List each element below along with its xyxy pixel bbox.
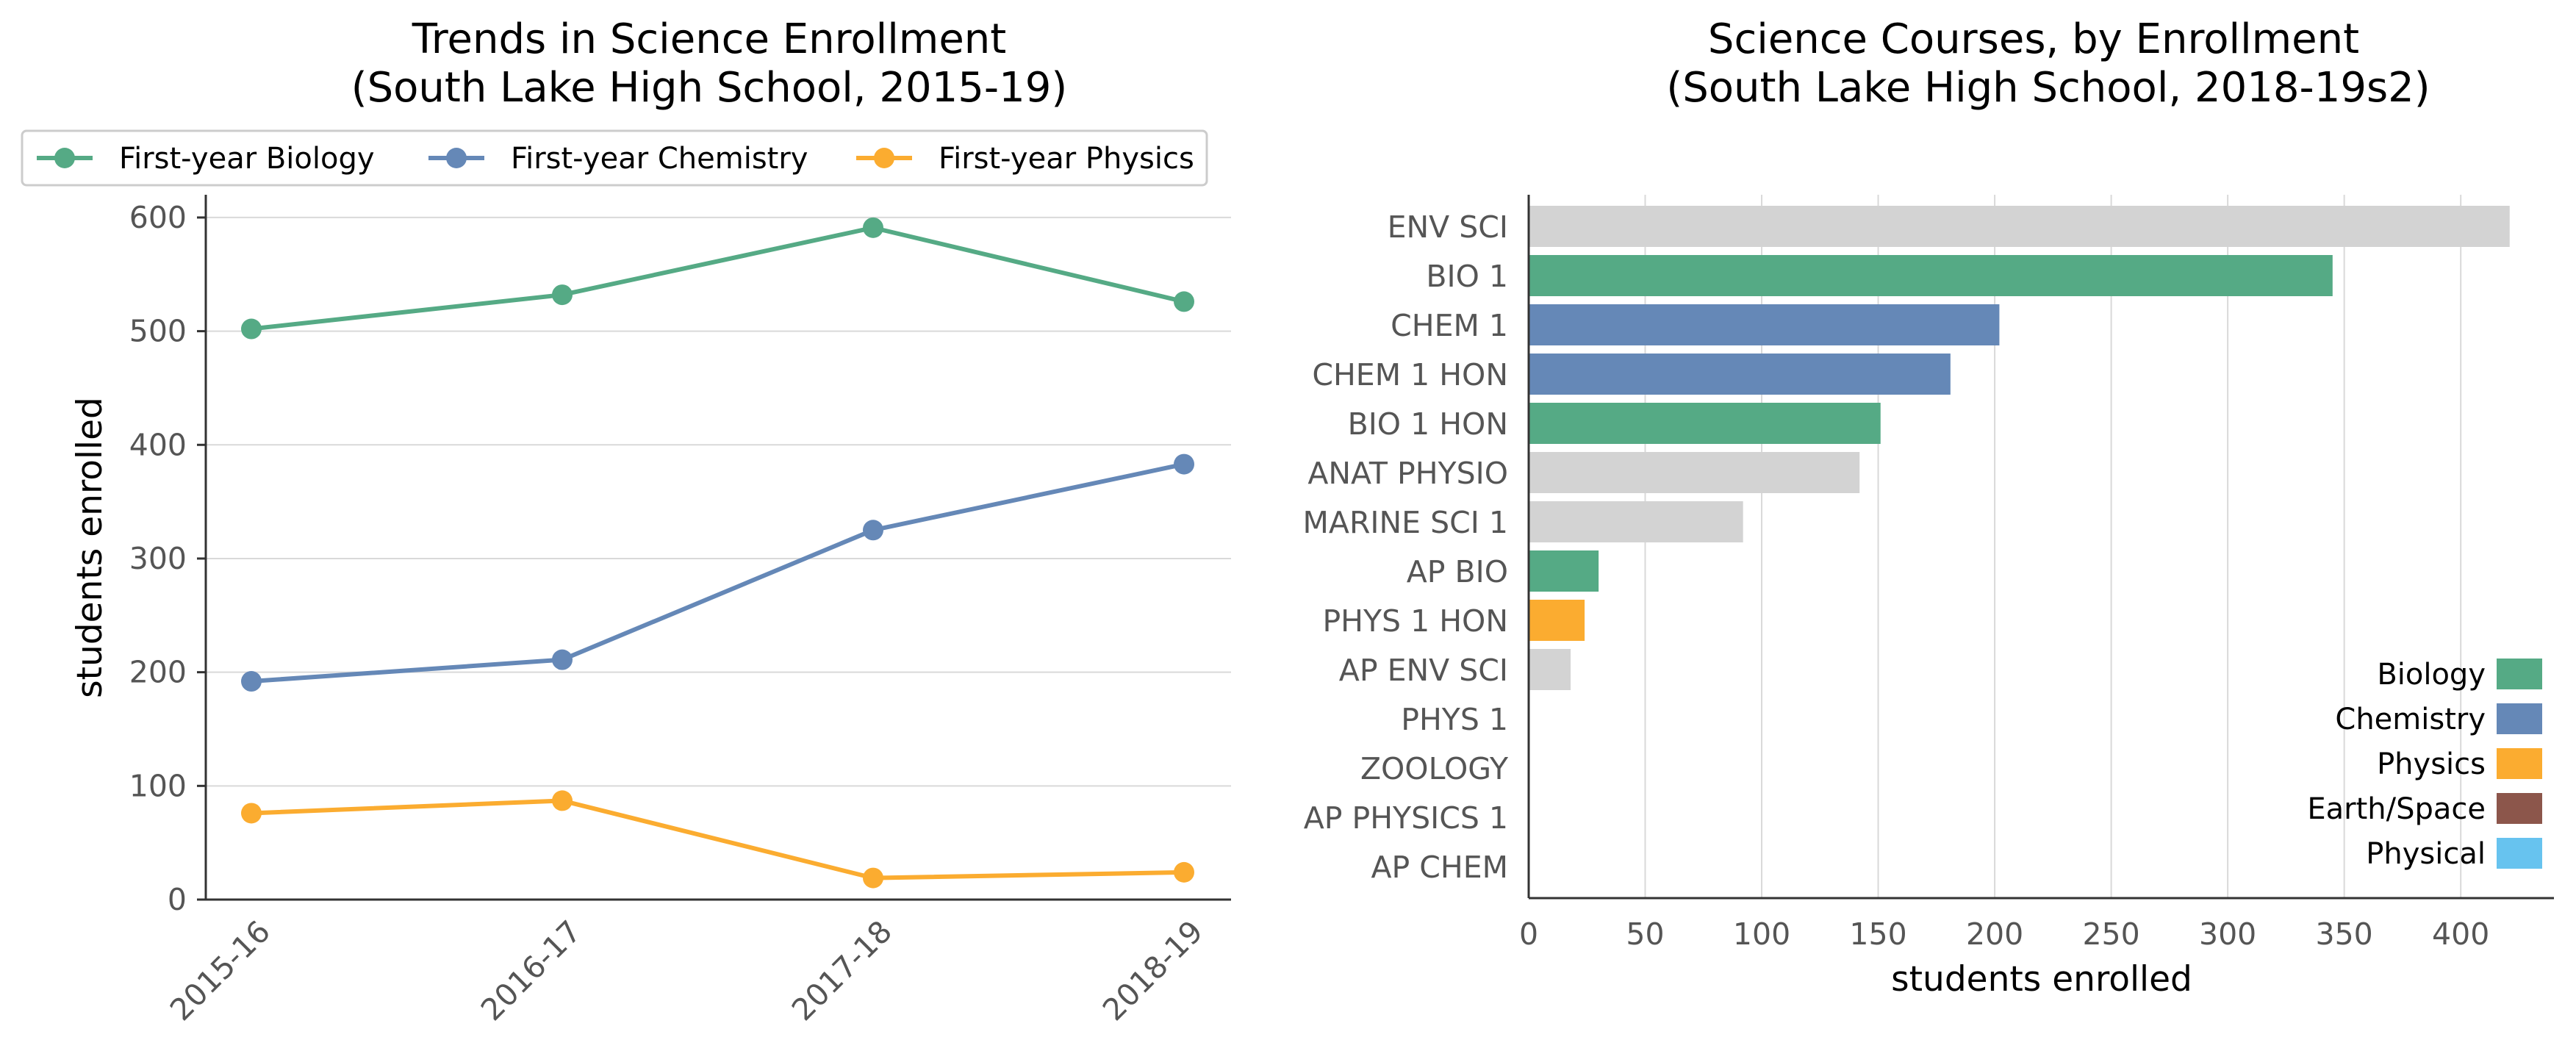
bar-chart-x-tick-label: 300 xyxy=(2199,916,2256,952)
bar-chart-legend-label: Biology xyxy=(2377,658,2486,692)
line-chart-x-ticks: 2015-16 2016-17 2017-18 2018-19 xyxy=(163,914,1210,1027)
bar-chart-bar xyxy=(1529,354,1951,395)
bar-chart-bar xyxy=(1529,403,1881,444)
bar-chart-category-label: BIO 1 HON xyxy=(1348,406,1508,442)
line-chart-data-point xyxy=(863,217,883,238)
bar-chart-legend-label: Physics xyxy=(2377,747,2486,781)
line-chart-y-tick-label: 200 xyxy=(129,655,187,690)
bar-chart-bars xyxy=(1529,206,2510,690)
line-chart-y-axis-label: students enrolled xyxy=(70,397,110,698)
bar-chart-bar xyxy=(1529,304,2000,345)
bar-chart-x-tick-label: 50 xyxy=(1626,916,1664,952)
line-chart-data-point xyxy=(1174,861,1194,883)
line-chart-y-ticks: 0 100 200 300 400 500 600 xyxy=(129,200,206,917)
line-chart-title-line2: (South Lake High School, 2015-19) xyxy=(351,64,1067,112)
bar-chart-x-tick-label: 350 xyxy=(2316,916,2373,952)
line-chart-data-point xyxy=(552,284,573,306)
bar-chart-title-line1: Science Courses, by Enrollment xyxy=(1708,15,2359,63)
line-chart-data-point xyxy=(241,318,262,340)
bar-chart-x-tick-label: 200 xyxy=(1966,916,2023,952)
line-chart-data-point xyxy=(241,671,262,692)
bar-chart-bar xyxy=(1529,501,1743,542)
line-chart-data-point xyxy=(1174,291,1194,312)
bar-chart-bar xyxy=(1529,206,2510,247)
bar-chart-category-label: ZOOLOGY xyxy=(1360,751,1509,786)
bar-chart-x-tick-label: 400 xyxy=(2432,916,2489,952)
line-chart-data-point xyxy=(552,790,573,811)
line-chart-gridlines xyxy=(206,216,1231,787)
bar-chart: Science Courses, by Enrollment (South La… xyxy=(1303,15,2554,1000)
bar-chart-bar xyxy=(1529,600,1585,641)
bar-chart-category-label: AP PHYSICS 1 xyxy=(1304,800,1508,836)
bar-chart-category-label: AP CHEM xyxy=(1371,850,1508,885)
bar-chart-x-axis-label: students enrolled xyxy=(1891,959,2192,1000)
line-chart-x-tick-label: 2017-18 xyxy=(785,914,899,1027)
bar-chart-legend: Biology Chemistry Physics Earth/Space Physic… xyxy=(2307,658,2542,871)
line-chart-legend-label: First-year Chemistry xyxy=(511,142,808,176)
bar-chart-bar xyxy=(1529,649,1571,690)
bar-chart-bar xyxy=(1529,255,2333,296)
bar-chart-x-tick-label: 150 xyxy=(1849,916,1906,952)
line-chart-data-point xyxy=(863,520,883,541)
line-chart-x-tick-label: 2016-17 xyxy=(474,914,588,1027)
bar-chart-category-labels: ENV SCI BIO 1 CHEM 1 CHEM 1 HON BIO 1 HON ANA… xyxy=(1303,209,1509,885)
bar-chart-category-label: AP ENV SCI xyxy=(1339,653,1508,688)
line-chart-series-line xyxy=(251,462,1185,684)
line-chart-y-tick-label: 500 xyxy=(129,314,187,349)
bar-chart-category-label: PHYS 1 xyxy=(1401,702,1508,737)
bar-chart-category-label: ANAT PHYSIO xyxy=(1307,456,1508,491)
line-chart-series-line xyxy=(251,225,1185,331)
line-chart-legend-swatch-marker xyxy=(54,148,75,168)
bar-chart-legend-label: Earth/Space xyxy=(2307,792,2486,826)
line-chart-legend-swatch-marker xyxy=(874,148,894,168)
bar-chart-bar xyxy=(1529,452,1860,493)
line-chart-y-tick-label: 400 xyxy=(129,427,187,462)
bar-chart-x-tick-label: 250 xyxy=(2082,916,2139,952)
bar-chart-legend-swatch xyxy=(2497,748,2542,779)
line-chart-legend-label: First-year Biology xyxy=(119,142,375,176)
line-chart-data-point xyxy=(552,649,573,670)
line-chart-legend-label: First-year Physics xyxy=(939,142,1194,176)
bar-chart-category-label: ENV SCI xyxy=(1388,209,1508,245)
line-chart: Trends in Science Enrollment (South Lake… xyxy=(21,15,1231,1027)
line-chart-data-point xyxy=(863,867,883,889)
bar-chart-title-line2: (South Lake High School, 2018-19s2) xyxy=(1666,64,2430,112)
line-chart-series xyxy=(241,217,1194,889)
bar-chart-legend-swatch xyxy=(2497,838,2542,869)
bar-chart-category-label: PHYS 1 HON xyxy=(1322,603,1508,639)
bar-chart-legend-swatch xyxy=(2497,793,2542,824)
line-chart-series-line xyxy=(251,798,1185,880)
bar-chart-x-ticks: 0 50 100 150 200 250 300 350 400 xyxy=(1519,916,2489,952)
line-chart-legend: First-year Biology First-year Chemistry Fi… xyxy=(21,129,1208,187)
bar-chart-bar xyxy=(1529,550,1599,592)
bar-chart-category-label: CHEM 1 xyxy=(1391,308,1508,343)
bar-chart-category-label: BIO 1 xyxy=(1426,259,1508,294)
line-chart-legend-frame xyxy=(21,129,1208,187)
bar-chart-category-label: CHEM 1 HON xyxy=(1312,357,1508,392)
bar-chart-category-label: MARINE SCI 1 xyxy=(1303,505,1508,540)
line-chart-y-tick-label: 0 xyxy=(168,882,187,917)
line-chart-title-line1: Trends in Science Enrollment xyxy=(412,15,1006,63)
bar-chart-category-label: AP BIO xyxy=(1407,554,1508,589)
bar-chart-legend-label: Physical xyxy=(2366,837,2486,871)
line-chart-y-tick-label: 300 xyxy=(129,541,187,576)
line-chart-x-tick-label: 2018-19 xyxy=(1096,914,1210,1027)
line-chart-data-point xyxy=(241,803,262,824)
line-chart-y-tick-label: 600 xyxy=(129,200,187,235)
line-chart-data-point xyxy=(1174,453,1194,475)
line-chart-y-tick-label: 100 xyxy=(129,768,187,803)
bar-chart-x-tick-label: 0 xyxy=(1519,916,1538,952)
bar-chart-legend-swatch xyxy=(2497,703,2542,734)
line-chart-x-tick-label: 2015-16 xyxy=(163,914,277,1027)
bar-chart-legend-label: Chemistry xyxy=(2335,703,2486,736)
bar-chart-x-tick-label: 100 xyxy=(1733,916,1790,952)
bar-chart-legend-swatch xyxy=(2497,659,2542,689)
line-chart-legend-swatch-marker xyxy=(446,148,467,168)
